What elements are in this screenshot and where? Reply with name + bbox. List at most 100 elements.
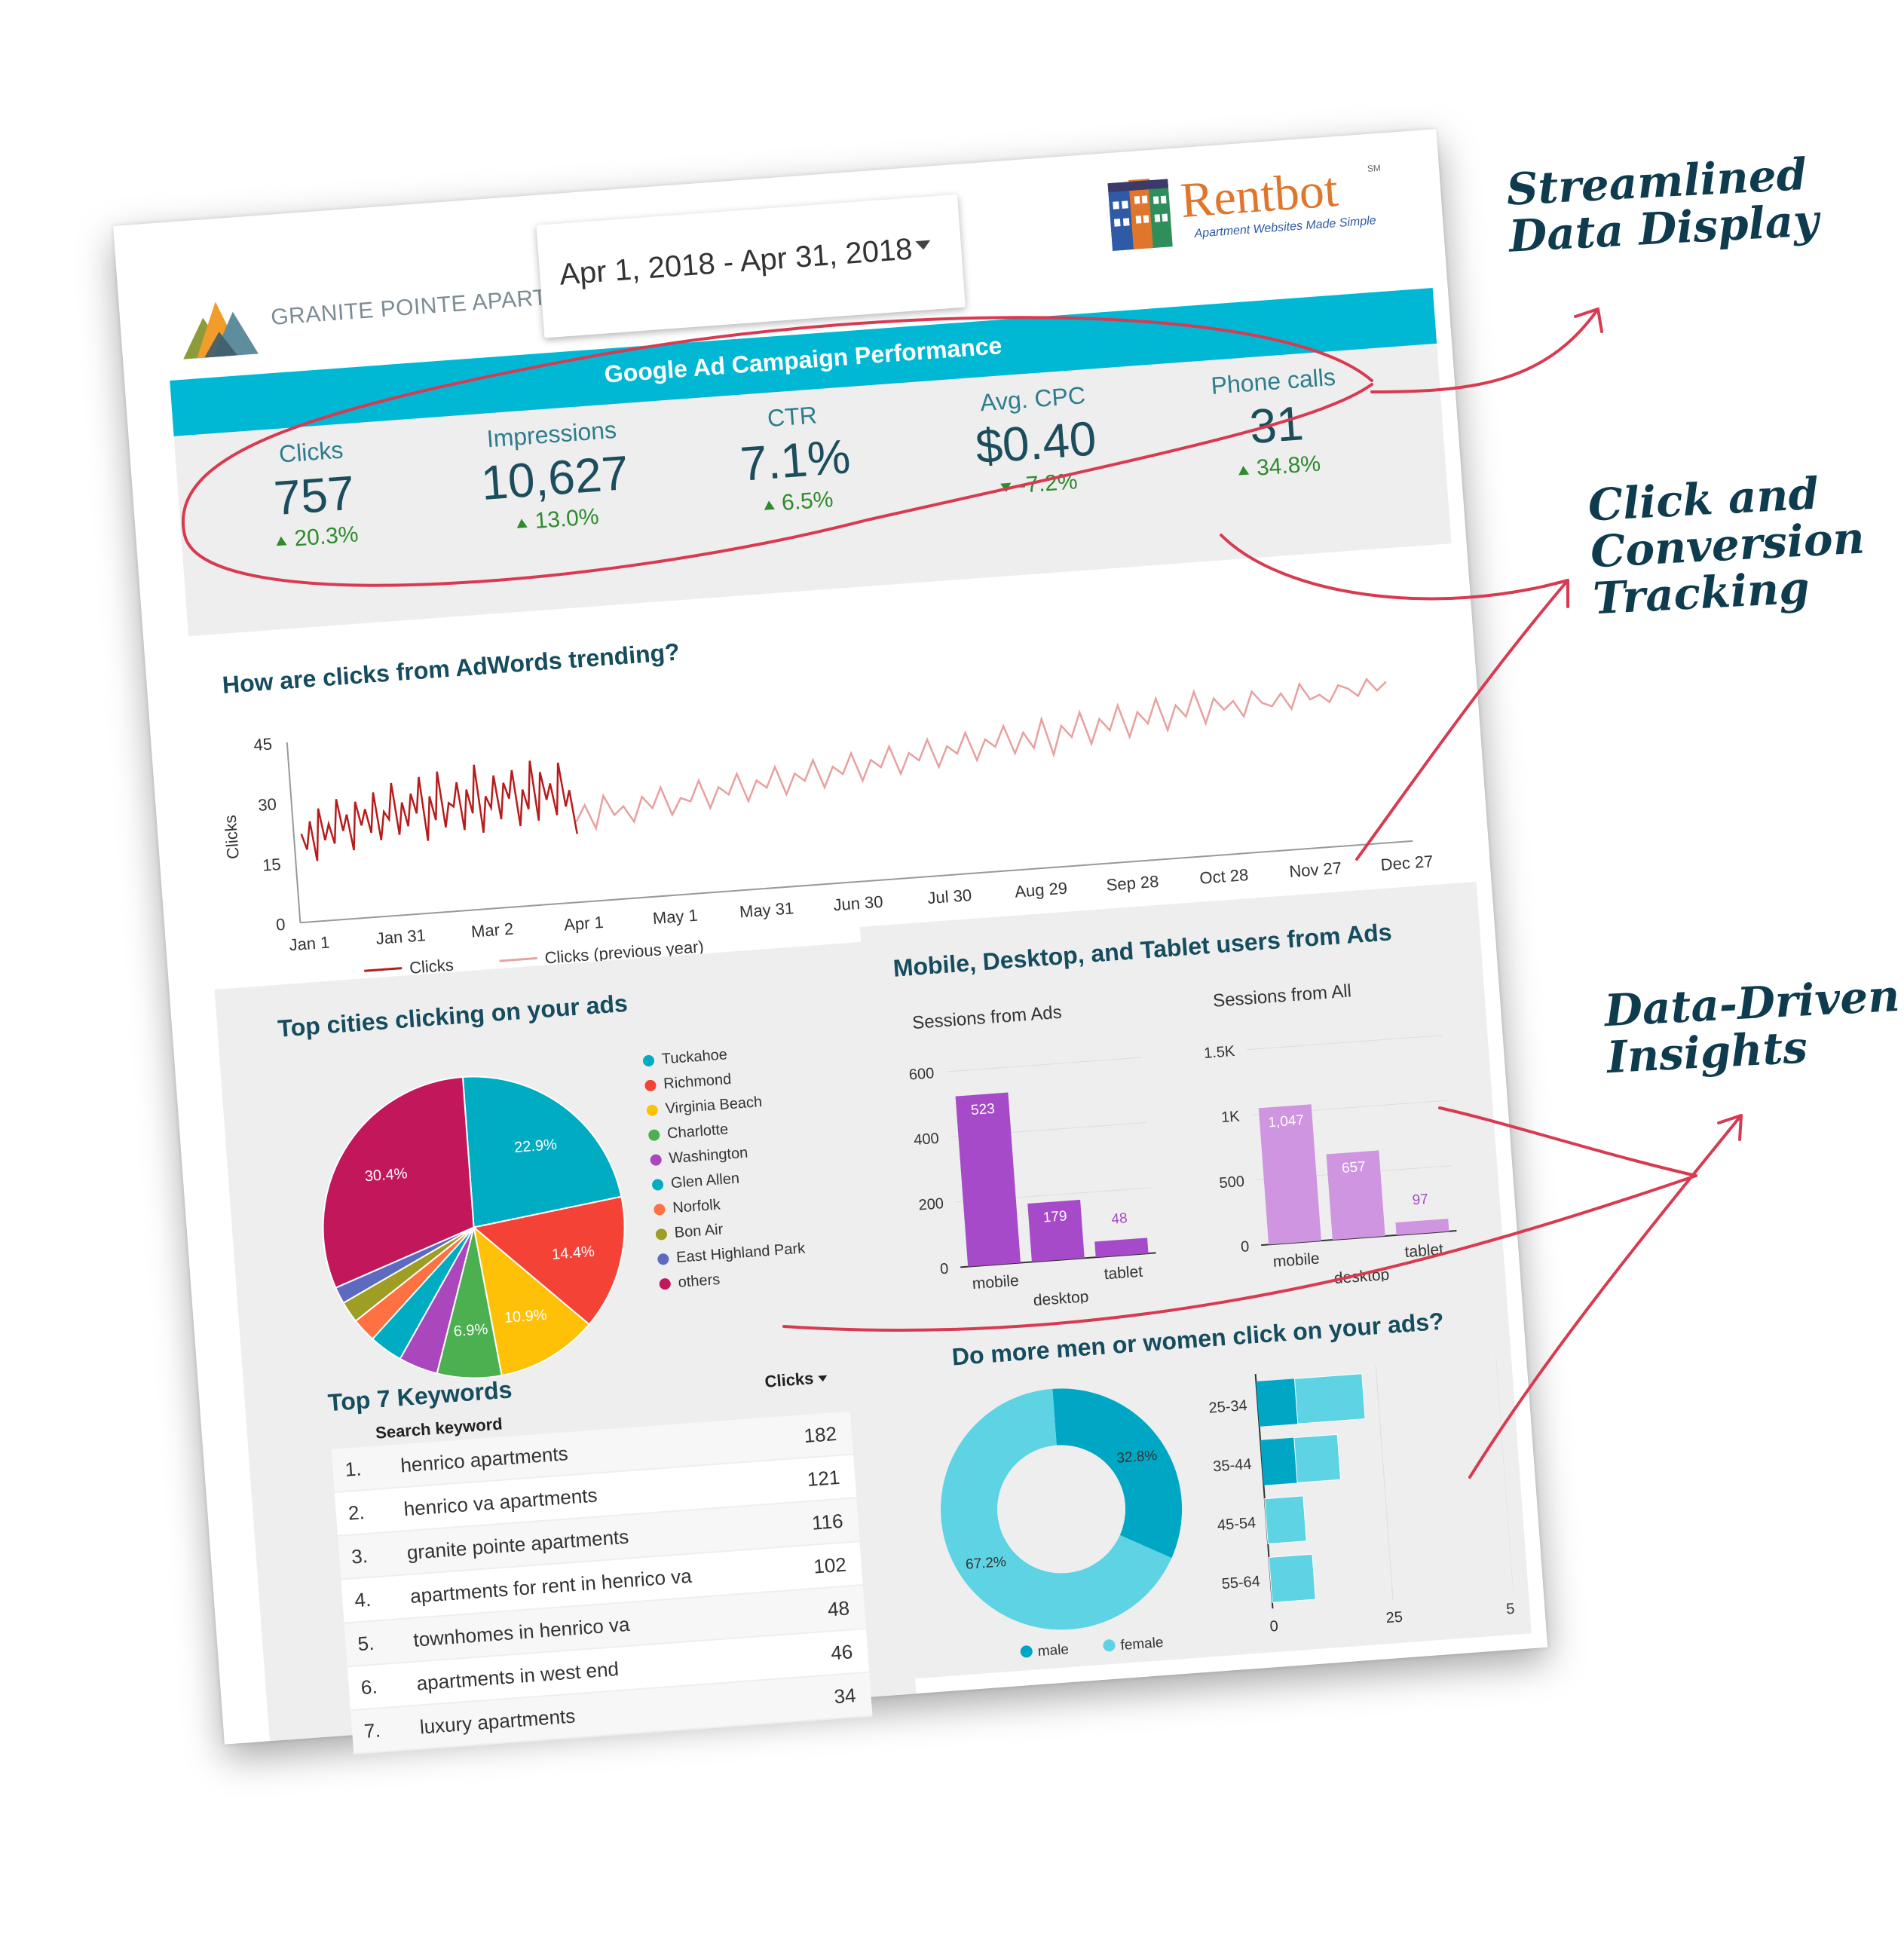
- x-tick-label: Oct 28: [1199, 865, 1249, 888]
- bar-female: [1268, 1553, 1316, 1603]
- x-tick-label: Jul 30: [927, 886, 972, 907]
- bar: [955, 1092, 1021, 1267]
- bar-male: [1260, 1437, 1298, 1485]
- x-tick-label: May 31: [739, 898, 794, 921]
- bar: [1395, 1219, 1449, 1235]
- dashboard-report: GRANITE POINTE APARTMENTS Apr 1, 2018 - …: [113, 129, 1548, 1755]
- y-tick-label: 55-64: [1221, 1573, 1261, 1592]
- legend-swatch: [1103, 1639, 1116, 1652]
- bar: [1326, 1150, 1385, 1241]
- bar-female: [1293, 1373, 1366, 1424]
- pie-data-label: 30.4%: [364, 1165, 408, 1185]
- x-tick-label: Sep 28: [1106, 872, 1159, 895]
- y-tick-label: 500: [1219, 1173, 1245, 1192]
- bar-female: [1293, 1433, 1342, 1483]
- bar-data-label: 48: [1111, 1210, 1128, 1227]
- legend-label: female: [1120, 1635, 1164, 1654]
- x-tick-label: 50: [1505, 1600, 1516, 1618]
- pie-slice: [322, 1075, 475, 1290]
- pie-slice: [473, 1225, 591, 1377]
- legend-swatch: [1020, 1645, 1033, 1658]
- y-tick-label: 15: [262, 855, 281, 875]
- gridline: [1375, 1365, 1394, 1600]
- y-tick-label: 1.5K: [1203, 1043, 1235, 1062]
- pie-data-label: 22.9%: [513, 1137, 557, 1156]
- y-tick-label: 600: [908, 1065, 935, 1083]
- x-tick-label: Apr 1: [563, 913, 604, 935]
- y-axis-label: Clicks: [221, 814, 243, 859]
- legend-label: male: [1037, 1641, 1070, 1660]
- gender-age-charts: 32.8% 67.2% male female 0 25 50 25-34 35-44 45-54…: [941, 1356, 1516, 1660]
- x-tick-label: Dec 27: [1380, 852, 1434, 874]
- legend-swatch-clicks: [364, 967, 403, 972]
- y-tick-label: 0: [939, 1261, 949, 1278]
- annotation-streamlined: Streamlined Data Display: [1505, 148, 1820, 262]
- bar-data-label: 97: [1412, 1192, 1429, 1208]
- rentbot-logo: Rentbot SM Apartment Websites Made Simpl…: [1107, 162, 1381, 251]
- bar-data-label: 1,047: [1268, 1112, 1305, 1130]
- y-tick-label: 35-44: [1213, 1456, 1253, 1476]
- bar-male: [1256, 1378, 1298, 1427]
- x-tick-label: Jan 1: [289, 933, 331, 955]
- donut-data-label: 32.8%: [1116, 1448, 1158, 1467]
- y-tick-label: 400: [914, 1130, 940, 1149]
- pie-slice: [461, 1075, 623, 1228]
- x-tick-label: Aug 29: [1014, 879, 1067, 901]
- x-tick-label: Jan 31: [375, 925, 427, 948]
- devices-gender-panel: Mobile, Desktop, and Tablet users from A…: [859, 881, 1532, 1679]
- granite-pointe-logo: [183, 301, 259, 359]
- y-tick-label: 25-34: [1208, 1397, 1248, 1417]
- x-axis: [300, 840, 1413, 924]
- series-clicks-previous-year: [575, 677, 1387, 831]
- pie-data-label: 10.9%: [504, 1307, 547, 1326]
- bar-data-label: 657: [1341, 1159, 1366, 1176]
- donut-data-label: 67.2%: [965, 1554, 1006, 1573]
- cities-pie-chart: 22.9% 14.4% 10.9% 6.9% 30.4%: [322, 1075, 626, 1379]
- bar-data-label: 523: [970, 1101, 995, 1118]
- svg-text:SM: SM: [1367, 163, 1381, 174]
- x-tick-label: Nov 27: [1288, 858, 1342, 881]
- bar: [1094, 1238, 1149, 1258]
- cities-panel: Top cities clicking on your ads 22.9% 14.…: [214, 941, 917, 1755]
- x-tick-label: 0: [1269, 1618, 1279, 1635]
- bar-female: [1264, 1495, 1307, 1545]
- y-tick-label: 0: [1240, 1238, 1250, 1256]
- x-tick-label: mobile: [1272, 1250, 1320, 1270]
- gridline: [946, 1057, 1142, 1072]
- y-tick-label: 200: [918, 1195, 944, 1213]
- y-axis: [286, 742, 302, 923]
- y-tick-label: 30: [257, 794, 277, 815]
- x-tick-label: Mar 2: [470, 919, 514, 941]
- arrow-streamlined: [1370, 307, 1599, 393]
- x-tick-label: 25: [1385, 1609, 1404, 1627]
- bar: [1027, 1199, 1085, 1262]
- y-tick-label: 45-54: [1217, 1515, 1257, 1534]
- y-tick-label: 1K: [1220, 1108, 1241, 1126]
- y-tick-label: 45: [253, 734, 273, 754]
- building-icon: [1107, 179, 1173, 251]
- pie-data-label: 6.9%: [453, 1321, 488, 1340]
- gridline: [1495, 1356, 1514, 1591]
- donut-slice: [1052, 1388, 1182, 1559]
- annotation-click-tracking: Click and Conversion Tracking: [1587, 467, 1866, 625]
- bar: [1258, 1104, 1321, 1245]
- x-tick-label: Jun 30: [833, 892, 884, 915]
- donut-slice: [941, 1388, 1172, 1630]
- series-clicks: [300, 760, 578, 861]
- pie-slice: [472, 1195, 626, 1326]
- annotation-insights: Data-Driven Insights: [1602, 969, 1901, 1084]
- arrow-insights: [782, 1174, 1697, 1332]
- rentbot-wordmark: Rentbot: [1179, 162, 1340, 228]
- x-tick-label: mobile: [972, 1272, 1019, 1293]
- arrow-click-tracking: [1220, 534, 1569, 601]
- ellipse-highlight: [182, 316, 1373, 587]
- x-tick-label: May 1: [652, 906, 699, 928]
- y-tick-label: 0: [275, 915, 286, 935]
- device-sessions-charts: Sessions from Ads0200400600523mobile179d…: [908, 981, 1457, 1309]
- legend-swatch-previous: [499, 956, 537, 962]
- gridline: [1247, 1035, 1443, 1051]
- x-tick-label: tablet: [1104, 1263, 1143, 1283]
- pie-data-label: 14.4%: [551, 1244, 595, 1263]
- bar-data-label: 179: [1042, 1208, 1067, 1225]
